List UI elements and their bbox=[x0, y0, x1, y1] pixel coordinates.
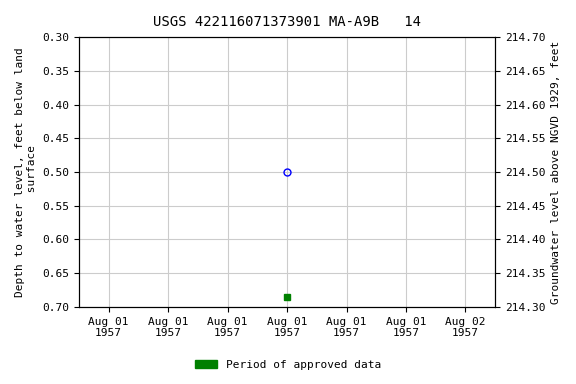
Y-axis label: Depth to water level, feet below land
 surface: Depth to water level, feet below land su… bbox=[15, 47, 37, 297]
Y-axis label: Groundwater level above NGVD 1929, feet: Groundwater level above NGVD 1929, feet bbox=[551, 40, 561, 304]
Legend: Period of approved data: Period of approved data bbox=[191, 356, 385, 375]
Title: USGS 422116071373901 MA-A9B   14: USGS 422116071373901 MA-A9B 14 bbox=[153, 15, 421, 29]
